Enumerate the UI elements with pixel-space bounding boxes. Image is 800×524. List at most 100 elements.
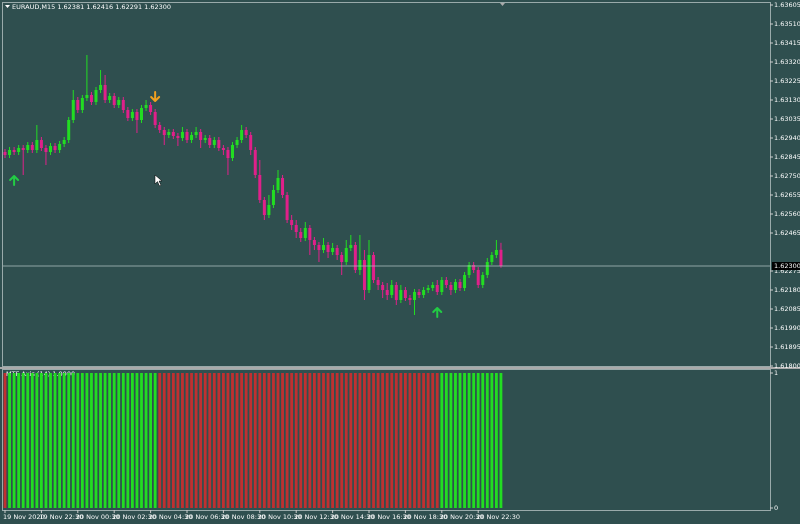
histogram-bar: [212, 373, 216, 508]
candle-body: [335, 248, 339, 255]
histogram-bar: [326, 373, 330, 508]
histogram-bar: [49, 373, 52, 508]
histogram-bar: [117, 373, 121, 508]
y-tick-label: 0: [774, 504, 778, 512]
candle-body: [353, 245, 357, 270]
price-label: 1.62300: [774, 262, 800, 270]
histogram-bar: [481, 373, 485, 508]
candle-body: [199, 132, 203, 140]
candle-body: [285, 195, 289, 220]
histogram-bar: [472, 373, 476, 508]
histogram-bar: [235, 373, 239, 508]
candle-body: [99, 85, 103, 90]
candle-body: [249, 135, 253, 150]
histogram-bar: [17, 373, 21, 508]
candle-body: [62, 140, 66, 144]
histogram-bar: [249, 373, 253, 508]
histogram-bar: [499, 373, 503, 508]
histogram-bar: [262, 373, 266, 508]
candle-body: [417, 292, 421, 295]
candle-body: [153, 112, 157, 125]
candle-body: [117, 100, 121, 105]
x-tick-label: 20 Nov 22:30: [476, 513, 520, 521]
histogram-bar: [94, 373, 98, 508]
mouse-cursor: [154, 174, 163, 187]
histogram-bar: [140, 373, 143, 508]
candle-body: [49, 146, 52, 152]
x-tick-label: 20 Nov 04:30: [149, 513, 193, 521]
histogram-bar: [344, 373, 348, 508]
candle-body: [463, 275, 467, 288]
x-tick-label: 20 Nov 10:30: [258, 513, 302, 521]
candle-body: [226, 150, 230, 158]
chart-shift-marker[interactable]: [500, 3, 505, 6]
candle-body: [12, 150, 16, 152]
candle-body: [185, 132, 189, 140]
price-label-box: [772, 262, 800, 270]
x-tick-label: 20 Nov 00:30: [76, 513, 120, 521]
histogram-bar: [299, 373, 303, 508]
histogram-bar: [431, 373, 435, 508]
candle-body: [80, 98, 84, 110]
candle-body: [262, 200, 266, 215]
candle-body: [322, 245, 325, 250]
histogram-bar: [162, 373, 166, 508]
candle-body: [140, 108, 143, 120]
x-tick-label: 20 Nov 12:30: [294, 513, 338, 521]
candle-body: [271, 190, 275, 205]
histogram-bar: [194, 373, 198, 508]
histogram-bar: [190, 373, 193, 508]
histogram-bar: [294, 373, 298, 508]
symbol-menu-icon[interactable]: [5, 5, 10, 8]
histogram-bar: [322, 373, 325, 508]
candle-body: [444, 280, 448, 285]
histogram-bar: [8, 373, 11, 508]
y-tick-label: 1.63605: [774, 1, 800, 9]
candle-body: [162, 130, 166, 135]
histogram-bar: [244, 373, 248, 508]
histogram-bar: [381, 373, 385, 508]
candle-body: [231, 145, 234, 158]
histogram-bar: [394, 373, 398, 508]
y-tick-label: 1.63320: [774, 58, 800, 66]
indicator-window-frame: [2, 369, 771, 511]
histogram-bar: [258, 373, 262, 508]
histogram-bar: [153, 373, 157, 508]
histogram-bar: [413, 373, 416, 508]
signal-arrow: [432, 307, 443, 318]
y-tick-label: 1.63510: [774, 20, 800, 28]
candle-body: [435, 285, 439, 292]
candle-body: [58, 144, 62, 150]
candle-body: [17, 148, 21, 152]
candle-body: [108, 96, 112, 100]
candle-body: [76, 100, 80, 110]
candle-body: [431, 285, 435, 288]
histogram-bar: [80, 373, 84, 508]
candle-body: [344, 248, 348, 262]
x-tick-label: 20 Nov 06:30: [185, 513, 229, 521]
candle-body: [244, 130, 248, 135]
candle-body: [103, 85, 107, 100]
candle-body: [381, 285, 385, 290]
histogram-bar: [404, 373, 407, 508]
y-tick-label: 1.62750: [774, 172, 800, 180]
histogram-bar: [53, 373, 57, 508]
histogram-bar: [463, 373, 466, 508]
candle-body: [358, 260, 362, 270]
candle-body: [190, 135, 194, 140]
histogram-bar: [58, 373, 61, 508]
signal-arrow: [9, 175, 20, 186]
histogram-bar: [71, 373, 75, 508]
y-tick-label: 1: [774, 369, 778, 377]
histogram-bar: [240, 373, 243, 508]
y-tick-label: 1.63130: [774, 96, 800, 104]
x-tick-label: 20 Nov 08:30: [221, 513, 265, 521]
x-tick-label: 20 Nov 16:30: [367, 513, 411, 521]
histogram-bar: [349, 373, 353, 508]
candle-body: [176, 136, 180, 138]
y-tick-label: 1.62940: [774, 134, 800, 142]
candle-body: [240, 130, 244, 140]
histogram-bar: [40, 373, 43, 508]
candle-body: [158, 125, 162, 130]
candle-body: [149, 105, 153, 112]
